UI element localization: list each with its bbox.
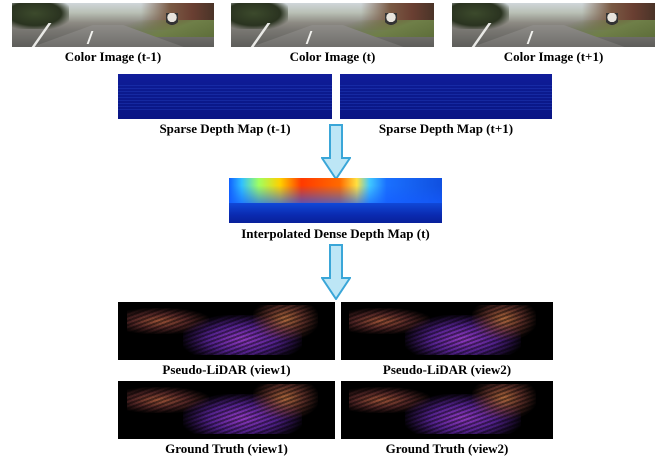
caption-color-image-t-plus-1: Color Image (t+1)	[503, 49, 604, 64]
caption-ground-truth-view2: Ground Truth (view2)	[385, 441, 509, 456]
pseudo-lidar-view1	[118, 302, 335, 360]
caption-interpolated-dense-depth-map: Interpolated Dense Depth Map (t)	[241, 226, 430, 241]
color-image-t-plus-1	[452, 3, 655, 47]
caption-sparse-depth-map-t-plus-1: Sparse Depth Map (t+1)	[378, 121, 514, 136]
sparse-depth-map-t-plus-1	[340, 74, 552, 119]
pseudo-lidar-view2	[341, 302, 553, 360]
caption-ground-truth-view1: Ground Truth (view1)	[165, 441, 288, 456]
caption-pseudo-lidar-view1: Pseudo-LiDAR (view1)	[162, 362, 291, 377]
color-image-t	[231, 3, 434, 47]
color-image-t-minus-1	[12, 3, 214, 47]
down-arrow-icon	[321, 124, 351, 180]
caption-color-image-t-minus-1: Color Image (t-1)	[64, 49, 162, 64]
sparse-depth-map-t-minus-1	[118, 74, 332, 119]
interpolated-dense-depth-map	[229, 178, 442, 223]
ground-truth-view1	[118, 381, 335, 439]
caption-pseudo-lidar-view2: Pseudo-LiDAR (view2)	[382, 362, 512, 377]
down-arrow-icon	[321, 244, 351, 300]
caption-color-image-t: Color Image (t)	[289, 49, 376, 64]
ground-truth-view2	[341, 381, 553, 439]
caption-sparse-depth-map-t-minus-1: Sparse Depth Map (t-1)	[159, 121, 291, 136]
